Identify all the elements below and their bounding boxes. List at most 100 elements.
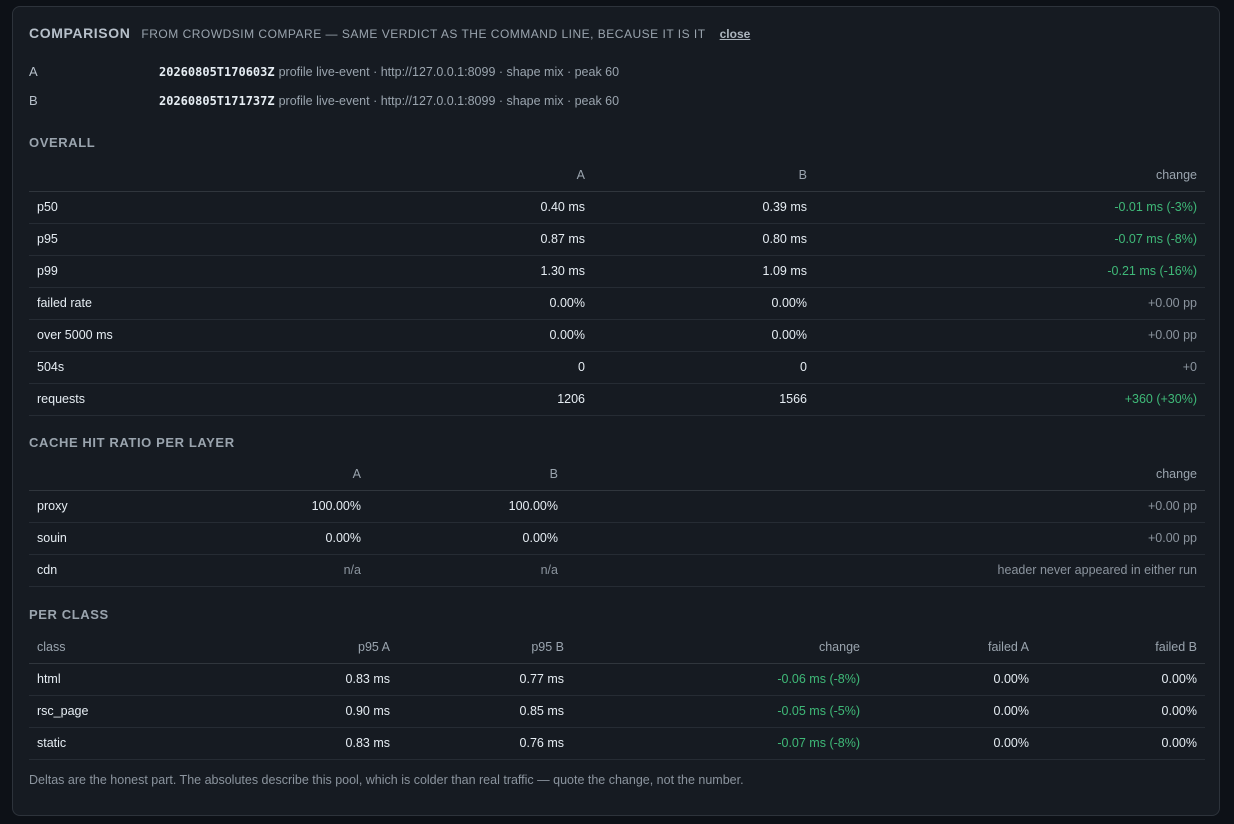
column-header: change (572, 632, 868, 664)
failed-b: 0.00% (1037, 695, 1205, 728)
class-name: html (29, 663, 149, 696)
class-name: rsc_page (29, 695, 149, 728)
value-a: 0.00% (169, 522, 369, 555)
table-row: failed rate 0.00% 0.00% +0.00 pp (29, 287, 1205, 320)
run-label: B (29, 93, 38, 108)
value-b: n/a (369, 554, 566, 587)
overall-table: A B change p50 0.40 ms 0.39 ms -0.01 ms … (29, 160, 1205, 416)
table-row: rsc_page 0.90 ms 0.85 ms -0.05 ms (-5%) … (29, 695, 1205, 728)
p95-b: 0.76 ms (398, 727, 572, 760)
table-row: p95 0.87 ms 0.80 ms -0.07 ms (-8%) (29, 223, 1205, 256)
change-value: +0 (815, 351, 1205, 384)
table-row: p99 1.30 ms 1.09 ms -0.21 ms (-16%) (29, 255, 1205, 288)
layer-name: proxy (29, 490, 169, 523)
metric-name: requests (29, 383, 229, 416)
value-b: 100.00% (369, 490, 566, 523)
run-b-row: B 20260805T171737Z profile live-event · … (29, 93, 619, 109)
run-meta: profile live-event · http://127.0.0.1:80… (278, 94, 620, 108)
class-name: static (29, 727, 149, 760)
column-header: B (369, 459, 566, 491)
panel-title: COMPARISON (29, 25, 131, 41)
p95-a: 0.83 ms (149, 663, 398, 696)
section-title-overall: OVERALL (29, 135, 96, 150)
table-row: static 0.83 ms 0.76 ms -0.07 ms (-8%) 0.… (29, 727, 1205, 760)
table-header-row: A B change (29, 160, 1205, 192)
table-row: cdn n/a n/a header never appeared in eit… (29, 554, 1205, 587)
table-header-row: class p95 A p95 B change failed A failed… (29, 632, 1205, 664)
value-a: 0.40 ms (229, 191, 593, 224)
change-value: -0.06 ms (-8%) (572, 663, 868, 696)
run-id: 20260805T170603Z (159, 65, 275, 79)
comparison-panel: COMPARISON FROM CROWDSIM COMPARE — SAME … (12, 6, 1220, 816)
change-value: -0.05 ms (-5%) (572, 695, 868, 728)
change-value: -0.07 ms (-8%) (815, 223, 1205, 256)
value-b: 0.80 ms (593, 223, 815, 256)
value-a: 1.30 ms (229, 255, 593, 288)
table-header-row: A B change (29, 459, 1205, 491)
column-header: failed A (868, 632, 1037, 664)
change-value: +0.00 pp (566, 522, 1205, 555)
column-header (29, 160, 229, 192)
metric-name: failed rate (29, 287, 229, 320)
failed-a: 0.00% (868, 695, 1037, 728)
layer-name: cdn (29, 554, 169, 587)
column-header: p95 B (398, 632, 572, 664)
change-value: +360 (+30%) (815, 383, 1205, 416)
column-header: change (815, 160, 1205, 192)
column-header: class (29, 632, 149, 664)
value-a: 0.87 ms (229, 223, 593, 256)
run-label: A (29, 64, 38, 79)
change-value: +0.00 pp (815, 319, 1205, 352)
metric-name: 504s (29, 351, 229, 384)
value-a: 1206 (229, 383, 593, 416)
failed-a: 0.00% (868, 727, 1037, 760)
table-row: p50 0.40 ms 0.39 ms -0.01 ms (-3%) (29, 191, 1205, 224)
footnote: Deltas are the honest part. The absolute… (29, 773, 744, 787)
table-row: html 0.83 ms 0.77 ms -0.06 ms (-8%) 0.00… (29, 663, 1205, 696)
run-id: 20260805T171737Z (159, 94, 275, 108)
table-row: proxy 100.00% 100.00% +0.00 pp (29, 490, 1205, 523)
per-class-table: class p95 A p95 B change failed A failed… (29, 632, 1205, 760)
run-meta: profile live-event · http://127.0.0.1:80… (278, 65, 620, 79)
change-value: +0.00 pp (566, 490, 1205, 523)
column-header: change (566, 459, 1205, 491)
cache-table: A B change proxy 100.00% 100.00% +0.00 p… (29, 459, 1205, 587)
p95-b: 0.85 ms (398, 695, 572, 728)
panel-header: COMPARISON FROM CROWDSIM COMPARE — SAME … (29, 25, 750, 43)
section-title-cache: CACHE HIT RATIO PER LAYER (29, 435, 235, 450)
section-title-per-class: PER CLASS (29, 607, 109, 622)
run-a-row: A 20260805T170603Z profile live-event · … (29, 64, 619, 80)
table-row: over 5000 ms 0.00% 0.00% +0.00 pp (29, 319, 1205, 352)
value-a: n/a (169, 554, 369, 587)
p95-a: 0.90 ms (149, 695, 398, 728)
value-a: 0.00% (229, 319, 593, 352)
value-b: 1566 (593, 383, 815, 416)
metric-name: p50 (29, 191, 229, 224)
change-value: -0.07 ms (-8%) (572, 727, 868, 760)
column-header: B (593, 160, 815, 192)
change-value: -0.01 ms (-3%) (815, 191, 1205, 224)
value-a: 0.00% (229, 287, 593, 320)
close-link[interactable]: close (719, 27, 751, 41)
table-row: 504s 0 0 +0 (29, 351, 1205, 384)
failed-b: 0.00% (1037, 663, 1205, 696)
metric-name: p95 (29, 223, 229, 256)
value-b: 0.00% (369, 522, 566, 555)
metric-name: over 5000 ms (29, 319, 229, 352)
table-row: souin 0.00% 0.00% +0.00 pp (29, 522, 1205, 555)
failed-b: 0.00% (1037, 727, 1205, 760)
table-row: requests 1206 1566 +360 (+30%) (29, 383, 1205, 416)
value-b: 0.39 ms (593, 191, 815, 224)
layer-name: souin (29, 522, 169, 555)
value-b: 0 (593, 351, 815, 384)
column-header: A (169, 459, 369, 491)
change-value: +0.00 pp (815, 287, 1205, 320)
p95-a: 0.83 ms (149, 727, 398, 760)
value-b: 0.00% (593, 287, 815, 320)
p95-b: 0.77 ms (398, 663, 572, 696)
value-a: 100.00% (169, 490, 369, 523)
panel-subtitle: FROM CROWDSIM COMPARE — SAME VERDICT AS … (141, 27, 706, 41)
change-value: -0.21 ms (-16%) (815, 255, 1205, 288)
value-b: 1.09 ms (593, 255, 815, 288)
column-header: failed B (1037, 632, 1205, 664)
